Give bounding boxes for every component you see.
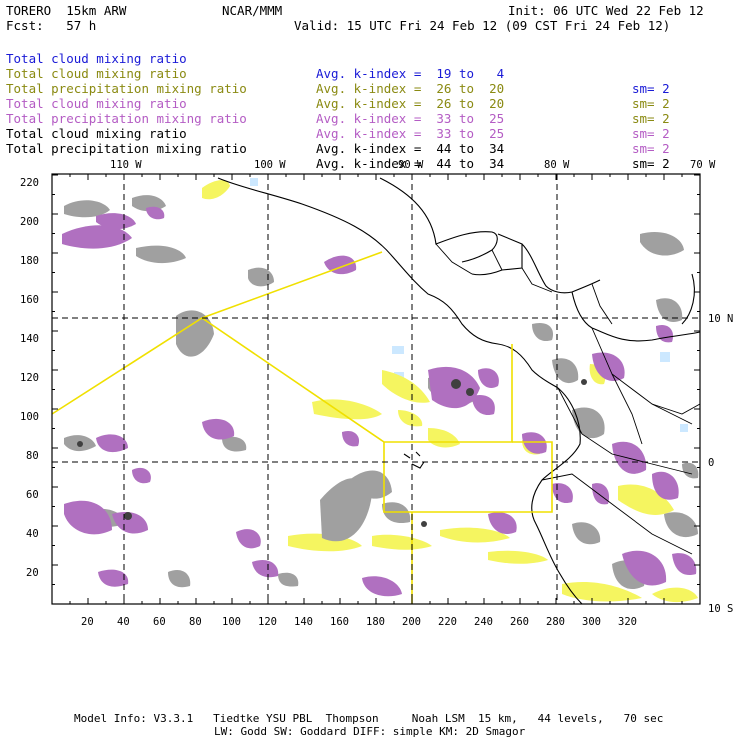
legend-kindex: Avg. k-index = 26 to 20 — [316, 81, 505, 96]
x-tick-label: 160 — [330, 616, 349, 628]
latitude-label: 0 — [708, 457, 714, 469]
x-tick-label: 40 — [117, 616, 130, 628]
legend-smoothing: sm= 2 — [632, 156, 670, 171]
lat-lon-grid — [52, 174, 700, 604]
longitude-labels: 110 W 100 W 90 W 80 W 70 W — [110, 159, 716, 171]
country-borders — [435, 243, 701, 555]
plot-area — [51, 173, 701, 605]
x-tick-label: 20 — [81, 616, 94, 628]
x-tick-label: 320 — [618, 616, 637, 628]
x-tick-labels: 20 40 60 80 100 120 140 160 180 200 220 … — [81, 616, 637, 628]
x-ticks — [51, 174, 701, 604]
x-tick-label: 300 — [582, 616, 601, 628]
legend-row: Total cloud mixing ratio Avg. k-index = … — [6, 81, 670, 141]
longitude-label: 100 W — [254, 159, 286, 171]
x-tick-label: 240 — [474, 616, 493, 628]
legend-kindex: Avg. k-index = 33 to 25 — [316, 126, 505, 141]
latitude-label: 10 N — [708, 313, 733, 325]
y-tick-label: 80 — [26, 450, 39, 462]
legend-field: Total precipitation mixing ratio — [6, 141, 247, 156]
x-tick-label: 60 — [153, 616, 166, 628]
init-time: Init: 06 UTC Wed 22 Feb 12 — [508, 3, 704, 18]
x-tick-label: 120 — [258, 616, 277, 628]
model-title: TORERO 15km ARW — [6, 3, 127, 18]
forecast-hour: Fcst: 57 h — [6, 18, 97, 33]
longitude-label: 90 W — [398, 159, 424, 171]
legend-kindex: Avg. k-index = 19 to 4 — [316, 66, 505, 81]
y-tick-labels: 20 40 60 80 100 120 140 160 180 200 220 — [20, 177, 39, 579]
legend-row: Total precipitation mixing ratio Avg. k-… — [6, 126, 670, 186]
legend-smoothing: sm= 2 — [632, 96, 670, 111]
legend-kindex: Avg. k-index = 44 to 34 — [316, 156, 505, 171]
legend-smoothing: sm= 2 — [632, 81, 670, 96]
forecast-map: 110 W 100 W 90 W 80 W 70 W — [20, 159, 733, 628]
legend-kindex: Avg. k-index = 26 to 20 — [316, 96, 505, 111]
x-tick-label: 260 — [510, 616, 529, 628]
organization: NCAR/MMM — [222, 3, 283, 18]
gray-cloud-areas — [64, 195, 699, 590]
model-info: Model Info: V3.3.1 Tiedtke YSU PBL Thomp… — [74, 712, 664, 725]
legend-kindex: Avg. k-index = 33 to 25 — [316, 111, 505, 126]
legend-row: Total precipitation mixing ratio Avg. k-… — [6, 66, 670, 126]
dark-cloud-cores — [77, 379, 587, 527]
x-tick-label: 140 — [294, 616, 313, 628]
latitude-labels: 10 N 0 10 S — [708, 313, 733, 615]
legend-field: Total precipitation mixing ratio — [6, 81, 247, 96]
legend-smoothing: sm= 2 — [632, 141, 670, 156]
legend-field: Total cloud mixing ratio — [6, 96, 187, 111]
y-tick-label: 120 — [20, 372, 39, 384]
y-tick-label: 180 — [20, 255, 39, 267]
y-tick-label: 220 — [20, 177, 39, 189]
x-tick-label: 100 — [222, 616, 241, 628]
y-tick-label: 20 — [26, 567, 39, 579]
longitude-label: 70 W — [690, 159, 716, 171]
x-tick-label: 180 — [366, 616, 385, 628]
valid-time: Valid: 15 UTC Fri 24 Feb 12 (09 CST Fri … — [294, 18, 671, 33]
latitude-label: 10 S — [708, 603, 733, 615]
y-tick-label: 60 — [26, 489, 39, 501]
longitude-label: 80 W — [544, 159, 570, 171]
x-tick-label: 220 — [438, 616, 457, 628]
legend-row: Total cloud mixing ratio Avg. k-index = … — [6, 36, 670, 96]
legend-field: Total cloud mixing ratio — [6, 51, 187, 66]
longitude-label: 110 W — [110, 159, 142, 171]
legend-field: Total cloud mixing ratio — [6, 66, 187, 81]
legend-kindex: Avg. k-index = 44 to 34 — [316, 141, 505, 156]
legend-row: Total precipitation mixing ratio Avg. k-… — [6, 96, 670, 156]
coastlines — [217, 177, 701, 605]
y-tick-label: 140 — [20, 333, 39, 345]
x-tick-label: 80 — [189, 616, 202, 628]
legend-smoothing: sm= 2 — [632, 126, 670, 141]
y-tick-label: 200 — [20, 216, 39, 228]
legend-row: Total cloud mixing ratio Avg. k-index = … — [6, 51, 670, 111]
model-physics: LW: Godd SW: Goddard DIFF: simple KM: 2D… — [214, 725, 526, 738]
legend-field: Total precipitation mixing ratio — [6, 111, 247, 126]
y-tick-label: 40 — [26, 528, 39, 540]
y-tick-label: 160 — [20, 294, 39, 306]
x-tick-label: 200 — [402, 616, 421, 628]
y-ticks — [52, 174, 700, 605]
purple-cloud-areas — [62, 206, 697, 597]
legend-field: Total cloud mixing ratio — [6, 126, 187, 141]
x-tick-label: 280 — [546, 616, 565, 628]
legend-row: Total cloud mixing ratio Avg. k-index = … — [6, 111, 670, 171]
y-tick-label: 100 — [20, 411, 39, 423]
legend-smoothing: sm= 2 — [632, 111, 670, 126]
